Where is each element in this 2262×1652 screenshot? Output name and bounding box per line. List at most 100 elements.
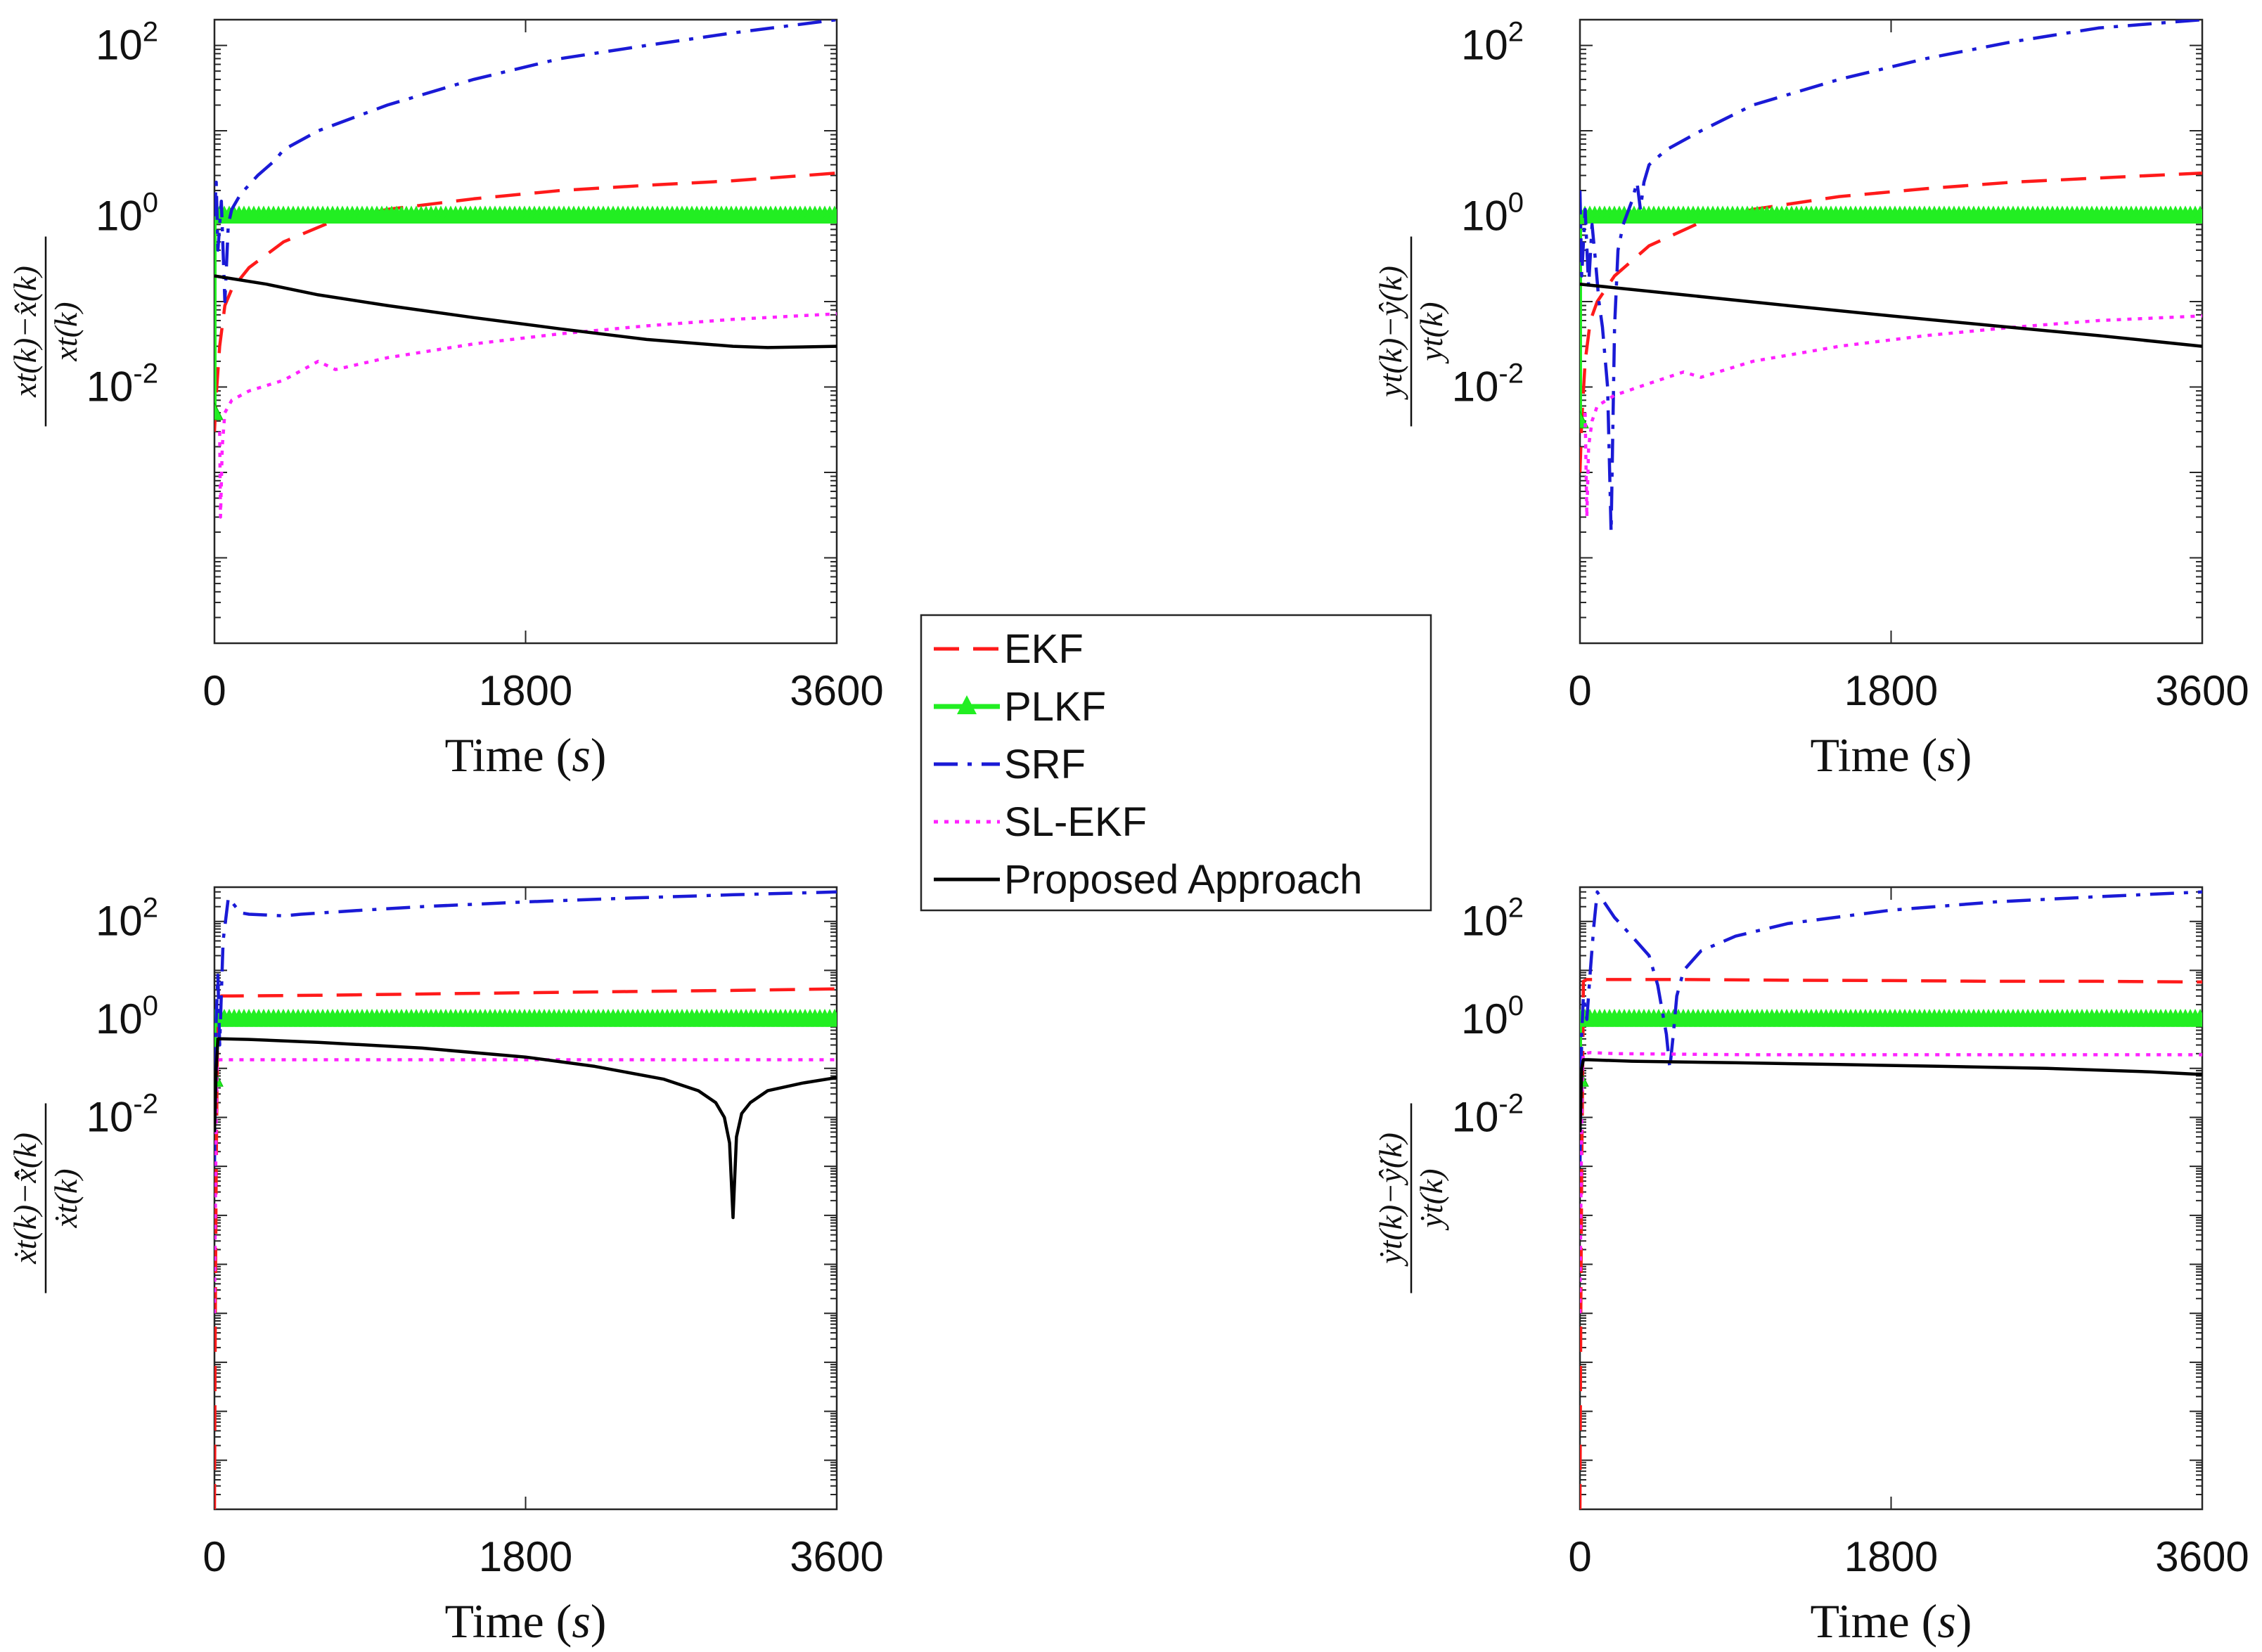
series-line-proposed-approach xyxy=(214,1037,837,1220)
series-line-sl-ekf xyxy=(218,312,837,519)
legend-item: SL-EKF xyxy=(934,799,1147,845)
y-tick-label: 10-2 xyxy=(1452,1088,1524,1140)
y-tick-label: 100 xyxy=(96,990,158,1043)
legend-box xyxy=(920,614,1432,912)
series-line-proposed-approach xyxy=(1580,282,2202,348)
axes-frame xyxy=(213,886,838,1511)
x-tick-label: 1800 xyxy=(1844,667,1938,714)
legend-item: SRF xyxy=(934,742,1086,787)
legend-label: SRF xyxy=(1004,742,1086,787)
x-tick-label: 1800 xyxy=(479,1533,572,1580)
x-tick-label: 3600 xyxy=(790,667,883,714)
series-group xyxy=(214,20,837,519)
series-line-proposed-approach xyxy=(214,274,837,349)
series-group xyxy=(1580,20,2202,534)
y-tick-exponent: 2 xyxy=(1508,17,1524,48)
plkf-marker xyxy=(2191,1008,2202,1027)
y-tick-exponent: 0 xyxy=(1508,188,1524,219)
y-axis-label: ẋt(k)−x̂̇(k) ẋt(k) xyxy=(7,1103,84,1293)
series-line-srf xyxy=(214,20,837,304)
x-axis-label: Time (s) xyxy=(1811,1594,1972,1648)
series-line-sl-ekf xyxy=(214,1058,837,1314)
chart-panel-4: 0 1800 3600 102 100 10-2 Time (s) ẏt(k)−ŷ̇(k) ẏt… xyxy=(1373,886,2249,1648)
series-line-ekf xyxy=(1580,171,2202,473)
series-line-plkf xyxy=(214,214,837,413)
plkf-marker xyxy=(214,401,224,420)
x-axis-label: Time (s) xyxy=(445,728,607,782)
series-line-srf xyxy=(214,890,837,1167)
y-label-denominator: xt(k) xyxy=(48,302,84,361)
legend: EKF PLKF SRF SL-EKF Proposed Approach xyxy=(920,614,1432,912)
x-tick-label: 1800 xyxy=(1844,1533,1938,1580)
series-line-srf xyxy=(1580,20,2202,534)
legend-label: Proposed Approach xyxy=(1004,857,1362,903)
y-label-numerator: xt(k)−x̂(k) xyxy=(7,266,43,398)
legend-item: PLKF xyxy=(934,684,1106,730)
legend-item: EKF xyxy=(934,626,1084,672)
legend-label: PLKF xyxy=(1004,684,1106,730)
y-label-denominator: yt(k) xyxy=(1413,302,1449,363)
x-axis-label: Time (s) xyxy=(445,1594,607,1648)
y-axis-label: yt(k)−ŷ(k) yt(k) xyxy=(1373,236,1449,427)
series-group xyxy=(1580,890,2202,1509)
y-tick-exponent: -2 xyxy=(1498,1088,1524,1119)
y-tick-exponent: 2 xyxy=(143,893,158,924)
y-tick-label: 10-2 xyxy=(1452,359,1524,411)
x-axis-label: Time (s) xyxy=(1811,728,1972,782)
series-line-sl-ekf xyxy=(1583,314,2202,519)
legend-marker xyxy=(957,695,977,714)
y-tick-label: 102 xyxy=(1461,893,1524,945)
x-tick-label: 0 xyxy=(203,1533,226,1580)
legend-label: SL-EKF xyxy=(1004,799,1147,845)
series-line-srf xyxy=(1580,890,2202,1167)
y-tick-label: 10-2 xyxy=(86,1088,158,1140)
y-tick-label: 10-2 xyxy=(86,359,158,411)
y-tick-label: 100 xyxy=(96,188,158,240)
y-axis-label: ẏt(k)−ŷ̇(k) ẏt(k) xyxy=(1373,1103,1449,1293)
y-tick-label: 100 xyxy=(1461,990,1524,1043)
y-label-numerator: yt(k)−ŷ(k) xyxy=(1373,266,1408,400)
y-tick-exponent: -2 xyxy=(133,359,158,389)
y-label-denominator: ẋt(k) xyxy=(48,1168,84,1228)
series-line-ekf xyxy=(1580,978,2202,1509)
x-tick-label: 0 xyxy=(1568,667,1591,714)
y-tick-exponent: 2 xyxy=(143,17,158,48)
series-line-ekf xyxy=(214,987,837,1509)
x-tick-label: 3600 xyxy=(2155,1533,2249,1580)
x-tick-label: 0 xyxy=(203,667,226,714)
y-axis-label: xt(k)−x̂(k) xt(k) xyxy=(7,236,84,427)
chart-panel-2: 0 1800 3600 102 100 10-2 Time (s) yt(k)−ŷ(k) yt(… xyxy=(1373,17,2249,782)
x-tick-label: 0 xyxy=(1568,1533,1591,1580)
y-tick-exponent: 2 xyxy=(1508,893,1524,924)
chart-panel-1: 0 1800 3600 102 100 10-2 Time (s) xt(k)−x̂(k) xt… xyxy=(7,17,884,782)
y-tick-label: 102 xyxy=(96,893,158,945)
y-tick-label: 102 xyxy=(1461,17,1524,69)
y-tick-exponent: -2 xyxy=(133,1088,158,1119)
y-tick-exponent: 0 xyxy=(143,188,158,219)
series-group xyxy=(214,890,837,1509)
y-tick-label: 100 xyxy=(1461,188,1524,240)
x-tick-label: 3600 xyxy=(790,1533,883,1580)
legend-item: Proposed Approach xyxy=(934,857,1362,903)
series-line-ekf xyxy=(214,171,837,432)
y-label-numerator: ẏt(k)−ŷ̇(k) xyxy=(1373,1132,1408,1267)
series-line-plkf xyxy=(214,1017,837,1080)
y-tick-exponent: -2 xyxy=(1498,359,1524,389)
legend-label: EKF xyxy=(1004,626,1084,672)
chart-panel-3: 0 1800 3600 102 100 10-2 Time (s) ẋt(k)−x̂̇(k) ẋ… xyxy=(7,886,884,1648)
axes-frame xyxy=(213,18,838,645)
y-tick-label: 102 xyxy=(96,17,158,69)
series-line-proposed-approach xyxy=(1580,1058,2202,1132)
y-tick-exponent: 0 xyxy=(143,990,158,1021)
plkf-marker xyxy=(1580,410,1589,429)
y-label-numerator: ẋt(k)−x̂̇(k) xyxy=(7,1132,43,1265)
axes-frame xyxy=(1579,18,2204,645)
y-tick-exponent: 0 xyxy=(1508,990,1524,1021)
plkf-marker xyxy=(825,1008,837,1027)
series-line-sl-ekf xyxy=(1580,1051,2202,1314)
x-tick-label: 3600 xyxy=(2155,667,2249,714)
x-tick-label: 1800 xyxy=(479,667,572,714)
plkf-marker xyxy=(825,205,837,224)
y-label-denominator: ẏt(k) xyxy=(1413,1168,1449,1230)
